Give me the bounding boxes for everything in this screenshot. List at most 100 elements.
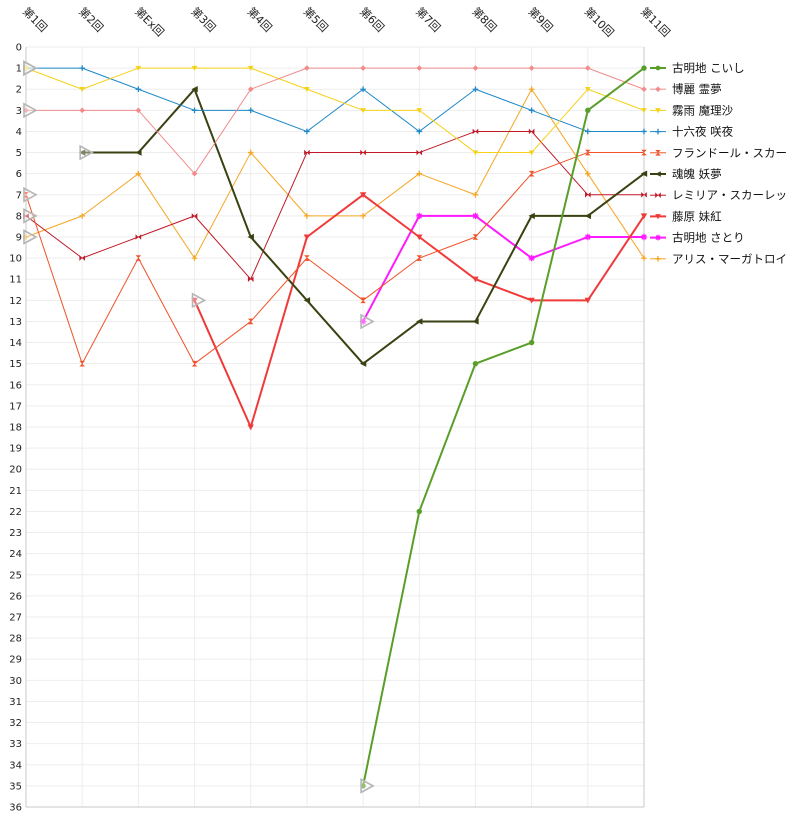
data-point <box>528 297 535 304</box>
x-tick-label: 第Ex回 <box>132 4 167 39</box>
data-point <box>472 234 479 240</box>
data-point <box>416 508 422 515</box>
legend-item: 古明地 さとり <box>650 231 745 245</box>
y-tick-label: 4 <box>16 127 22 138</box>
legend-item: フランドール・スカーレット <box>650 146 787 160</box>
data-point <box>416 255 423 261</box>
legend-swatch-marker <box>655 214 661 220</box>
data-point <box>304 255 310 261</box>
data-point <box>304 86 310 93</box>
data-point <box>472 318 479 325</box>
data-point <box>79 86 85 93</box>
y-tick-label: 12 <box>9 296 22 307</box>
data-point <box>641 108 647 114</box>
legend-label: 古明地 こいし <box>672 61 745 75</box>
legend-label: レミリア・スカーレット <box>672 188 787 202</box>
legend-label: 霧雨 魔理沙 <box>672 103 734 117</box>
series-start-marker <box>23 186 38 203</box>
legend-swatch-marker <box>655 86 661 92</box>
legend-label: 博麗 霊夢 <box>672 82 722 96</box>
y-tick-label: 31 <box>9 697 22 708</box>
y-tick-label: 23 <box>9 528 22 539</box>
series-start-marker <box>23 102 38 119</box>
y-tick-label: 1 <box>16 64 22 75</box>
data-point <box>304 149 310 156</box>
legend-swatch-marker <box>655 171 661 177</box>
data-point <box>584 212 592 220</box>
legend-label: アリス・マーガトロイド <box>672 252 787 266</box>
y-tick-label: 7 <box>16 190 22 201</box>
data-point <box>360 86 366 93</box>
y-tick-label: 15 <box>9 359 22 370</box>
y-tick-label: 27 <box>9 613 22 624</box>
legend-label: フランドール・スカーレット <box>672 146 787 160</box>
y-tick-label: 17 <box>9 401 22 412</box>
data-point <box>640 170 648 177</box>
data-point <box>360 108 366 114</box>
y-tick-label: 19 <box>9 444 22 455</box>
data-point <box>360 149 366 156</box>
data-point <box>247 65 254 71</box>
data-point <box>641 149 647 156</box>
legend-item: 霧雨 魔理沙 <box>650 103 734 117</box>
data-point <box>135 86 142 93</box>
series-start-marker <box>191 292 207 309</box>
series-group <box>23 65 648 789</box>
legend-item: 魂魄 妖夢 <box>650 167 722 181</box>
data-point <box>78 149 86 156</box>
y-tick-label: 10 <box>9 254 22 265</box>
data-point <box>585 107 591 114</box>
data-point <box>585 86 591 93</box>
data-point <box>247 233 254 241</box>
x-tick-label: 第3回 <box>188 4 218 34</box>
legend-label: 古明地 さとり <box>672 231 745 245</box>
data-point <box>135 255 142 261</box>
data-point <box>191 107 198 114</box>
data-point <box>135 234 142 240</box>
data-point <box>79 107 85 114</box>
legend-swatch-marker <box>655 108 661 114</box>
y-tick-label: 3 <box>16 106 22 117</box>
legend-swatch-marker <box>655 234 661 241</box>
data-point <box>528 65 535 71</box>
data-point <box>191 170 198 177</box>
y-tick-label: 6 <box>16 169 22 180</box>
data-point <box>247 86 254 93</box>
y-tick-label: 18 <box>9 423 22 434</box>
series-line <box>25 67 645 154</box>
y-tick-label: 16 <box>9 380 22 391</box>
x-tick-label: 第1回 <box>20 4 50 34</box>
data-point <box>528 150 535 156</box>
data-point <box>304 128 310 135</box>
x-tick-label: 第8回 <box>469 4 499 34</box>
data-point <box>585 65 591 71</box>
series-4 <box>23 149 647 367</box>
data-point <box>641 191 647 198</box>
legend-item: 藤原 妹紅 <box>650 209 722 223</box>
y-tick-label: 35 <box>9 781 22 792</box>
data-point <box>416 170 423 177</box>
data-point <box>79 255 85 261</box>
series-start-marker <box>360 778 375 794</box>
y-tick-label: 28 <box>9 634 22 645</box>
y-tick-label: 26 <box>9 591 22 602</box>
data-point <box>79 213 85 219</box>
data-point <box>247 424 254 431</box>
data-point <box>585 149 591 156</box>
legend-label: 十六夜 咲夜 <box>672 125 734 139</box>
legend-item: アリス・マーガトロイド <box>650 252 787 266</box>
x-tick-label: 第9回 <box>526 4 556 34</box>
y-tick-label: 36 <box>9 803 22 814</box>
legend-label: 魂魄 妖夢 <box>672 167 722 181</box>
y-tick-label: 9 <box>16 233 22 244</box>
data-point <box>584 233 592 241</box>
y-tick-label: 0 <box>16 43 22 54</box>
y-tick-label: 8 <box>16 211 22 222</box>
data-point <box>472 360 479 367</box>
legend-item: 十六夜 咲夜 <box>650 125 734 139</box>
series-line <box>25 152 644 365</box>
data-point <box>359 192 367 198</box>
data-point <box>416 234 423 241</box>
data-point <box>472 65 479 71</box>
data-point <box>135 170 142 177</box>
